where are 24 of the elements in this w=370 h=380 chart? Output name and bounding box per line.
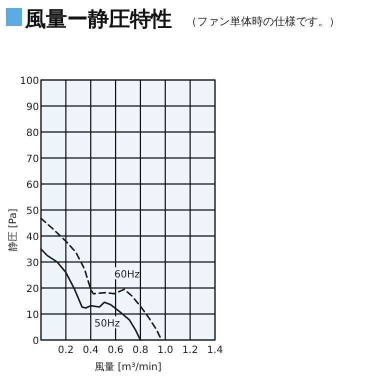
series-label: 50Hz (94, 318, 120, 330)
y-tick-label: 30 (26, 258, 39, 269)
y-tick-label: 90 (26, 102, 39, 113)
x-tick-label: 1.2 (182, 345, 198, 356)
x-tick-label: 0.8 (132, 345, 148, 356)
series-label: 60Hz (114, 269, 140, 280)
x-tick-label: 1.0 (157, 345, 174, 356)
y-tick-label: 80 (26, 128, 39, 139)
y-tick-label: 50 (26, 206, 39, 217)
x-tick-label: 0.2 (58, 345, 74, 356)
y-tick-label: 40 (26, 232, 39, 243)
y-axis-title: 静圧 [Pa] (7, 208, 19, 252)
chart-title: 風量ー静圧特性 (24, 7, 172, 31)
y-tick-label: 0 (32, 336, 39, 347)
y-tick-label: 10 (26, 310, 39, 321)
x-tick-label: 0.4 (82, 345, 99, 356)
x-tick-label: 0.6 (108, 345, 124, 356)
text: （ファン単体時の仕様です。） (186, 15, 340, 28)
y-tick-label: 100 (20, 76, 39, 87)
x-axis-title: 風量 [m³/min] (94, 362, 162, 373)
y-tick-label: 60 (26, 180, 39, 191)
y-tick-label: 20 (26, 284, 39, 295)
x-tick-label: 1.4 (207, 345, 223, 356)
y-tick-label: 70 (26, 154, 39, 165)
